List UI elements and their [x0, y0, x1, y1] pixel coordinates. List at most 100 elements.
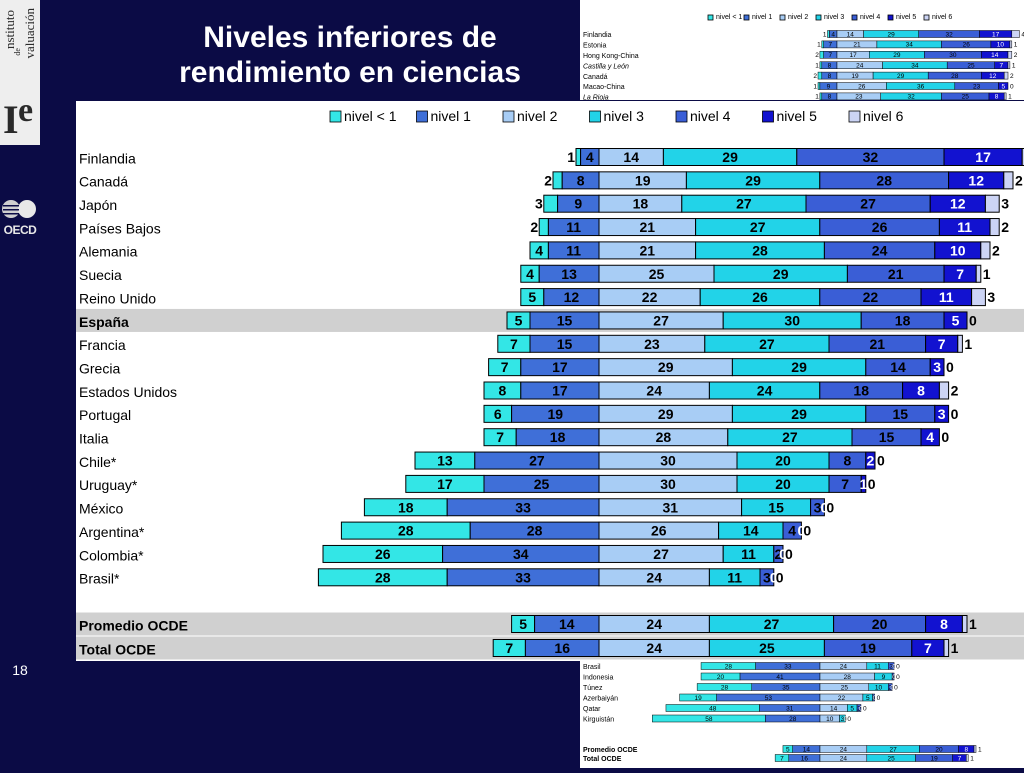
legend-swatch [675, 110, 688, 123]
bar-paises-bajos-nivel-6 [989, 218, 1000, 237]
value-label-mexico-nivel-1: 33 [515, 499, 531, 515]
value-label-kirguistan-nivel-6: 0 [847, 716, 851, 723]
value-label-mexico-nivel-2: 31 [663, 499, 679, 515]
value-label-suecia-nivel-1: 4 [526, 266, 534, 282]
logo-letter-i: I [3, 97, 19, 142]
row-label-portugal: Portugal [79, 407, 131, 423]
value-label-finlandia-nivel-5: 17 [975, 149, 991, 165]
value-label-kirguistan-nivel-1: 28 [789, 716, 797, 723]
instituto-evaluacion-logo: I e nstituto de valuación [0, 0, 40, 145]
bar-hong-kong-china-nivel-1 [819, 51, 824, 59]
value-label-promedio-ocde-nivel-6: 1 [969, 616, 977, 632]
value-label-portugal-nivel-3: 29 [791, 406, 807, 422]
value-label-finlandia-nivel-1: 1 [567, 149, 575, 165]
value-label-brasil-nivel-6: 0 [776, 569, 784, 585]
legend-swatch [589, 110, 601, 123]
row-label-chile: Chile* [79, 454, 117, 470]
value-label-promedio-ocde-nivel-5: 8 [940, 616, 948, 632]
row-label-uruguay: Uruguay* [79, 477, 138, 493]
value-label-paises-bajos-nivel-2: 21 [640, 219, 656, 235]
value-label-japon-nivel-1: 3 [535, 196, 543, 212]
value-label-estonia-nivel-1: 1 [817, 42, 821, 49]
bar-finlandia-nivel-1 [575, 148, 582, 166]
bar-finlandia-nivel-1 [827, 30, 830, 38]
value-label-uruguay-nivel-4: 7 [841, 476, 849, 492]
value-label-canada-nivel-1: 8 [828, 73, 832, 80]
bar-argentina-nivel-4 [782, 521, 802, 540]
value-label-portugal-nivel-1: 19 [548, 406, 564, 422]
value-label-portugal-nivel-1: 6 [494, 406, 502, 422]
value-label-portugal-nivel-4: 15 [893, 406, 909, 422]
value-label-italia-nivel-6: 0 [941, 429, 949, 445]
value-label-estados-unidos-nivel-4: 18 [853, 383, 869, 399]
value-label-mexico-nivel-4: 3 [814, 499, 822, 515]
legend-label: nivel 6 [932, 14, 952, 21]
value-label-macao-china-nivel-2: 26 [858, 83, 866, 90]
value-label-tunez-nivel-1: 35 [782, 684, 790, 691]
value-label-total-ocde-nivel-3: 25 [888, 755, 896, 762]
row-label-kirguistan: Kirguistán [583, 717, 614, 724]
value-label-finlandia-nivel-5: 17 [992, 31, 1000, 38]
value-label-mexico-nivel-5: 0 [821, 499, 829, 515]
row-label-suecia: Suecia [79, 267, 122, 283]
value-label-azerbaiyan-nivel-2: 22 [838, 695, 846, 702]
value-label-finlandia-nivel-2: 14 [847, 31, 855, 38]
value-label-japon-nivel-5: 12 [950, 196, 966, 212]
value-label-chile-nivel-2: 30 [660, 453, 676, 469]
bar-kirguistan-nivel-3 [839, 714, 846, 723]
value-label-japon-nivel-2: 18 [633, 196, 649, 212]
bar-uruguay-nivel-5 [860, 474, 867, 493]
row-label-la-rioja: La Rioja [583, 95, 609, 100]
value-label-la-rioja-nivel-5: 8 [995, 94, 999, 100]
value-label-portugal-nivel-5: 3 [938, 406, 946, 422]
value-label-paises-bajos-nivel-4: 26 [872, 219, 888, 235]
oecd-logo: OECD [0, 195, 40, 245]
value-label-qatar-nivel-1: 48 [709, 705, 717, 712]
value-label-canada-nivel-5: 12 [968, 172, 984, 188]
value-label-paises-bajos-nivel-1: 2 [530, 219, 538, 235]
value-label-finlandia-nivel-3: 29 [888, 31, 896, 38]
row-label-estonia: Estonia [583, 43, 606, 50]
bar-francia-nivel-6 [957, 334, 963, 353]
row-label-finlandia: Finlandia [79, 150, 136, 166]
value-label-tunez-nivel-4: 2 [888, 684, 892, 691]
bar-azerbaiyan-nivel-4 [872, 693, 875, 702]
value-label-qatar-nivel-4: 2 [857, 705, 861, 712]
value-label-promedio-ocde-nivel-1: 5 [519, 616, 527, 632]
oecd-logo-text: OECD [3, 223, 37, 237]
bar-promedio-ocde-nivel-6 [961, 615, 968, 633]
value-label-total-ocde-nivel-6: 1 [970, 755, 974, 762]
value-label-finlandia-nivel-4: 32 [945, 31, 953, 38]
oecd-circles-icon [2, 200, 36, 218]
row-label-tunez: Túnez [583, 685, 603, 692]
value-label-brasil-nivel-1: 28 [375, 569, 391, 585]
value-label-italia-nivel-4: 15 [879, 429, 895, 445]
value-label-indonesia-nivel-6: 0 [896, 674, 900, 681]
value-label-finlandia-nivel-6: 4 [1021, 31, 1024, 38]
value-label-la-rioja-nivel-2: 23 [855, 94, 863, 100]
value-label-promedio-ocde-nivel-1: 14 [559, 616, 575, 632]
value-label-tunez-nivel-2: 25 [841, 684, 849, 691]
value-label-grecia-nivel-3: 29 [791, 359, 807, 375]
value-label-grecia-nivel-1: 7 [501, 359, 509, 375]
value-label-tunez-nivel-6: 0 [894, 684, 898, 691]
value-label-azerbaiyan-nivel-3: 5 [866, 695, 870, 702]
value-label-uruguay-nivel-1: 17 [437, 476, 453, 492]
value-label-estonia-nivel-1: 7 [829, 42, 833, 49]
value-label-la-rioja-nivel-3: 32 [907, 94, 915, 100]
bar-suecia-nivel-6 [975, 264, 982, 283]
row-label-azerbaiyan: Azerbaiyán [583, 696, 618, 703]
value-label-total-ocde-nivel-1: 7 [505, 640, 513, 656]
value-label-espana-nivel-6: 0 [969, 312, 977, 328]
bar-total-ocde-nivel-6 [943, 639, 950, 657]
value-label-francia-nivel-3: 27 [759, 336, 775, 352]
bar-paises-bajos-nivel-1 [538, 218, 549, 237]
bar-macao-china-nivel-1 [817, 82, 821, 90]
row-label-brasil: Brasil* [79, 571, 120, 587]
bar-total-ocde-nivel-6 [966, 754, 969, 762]
value-label-estonia-nivel-2: 21 [853, 42, 861, 49]
row-label-argentina: Argentina* [79, 524, 145, 540]
bar-promedio-ocde-nivel-6 [973, 745, 977, 753]
value-label-kirguistan-nivel-5: 0 [844, 716, 848, 723]
value-label-francia-nivel-1: 7 [510, 336, 518, 352]
